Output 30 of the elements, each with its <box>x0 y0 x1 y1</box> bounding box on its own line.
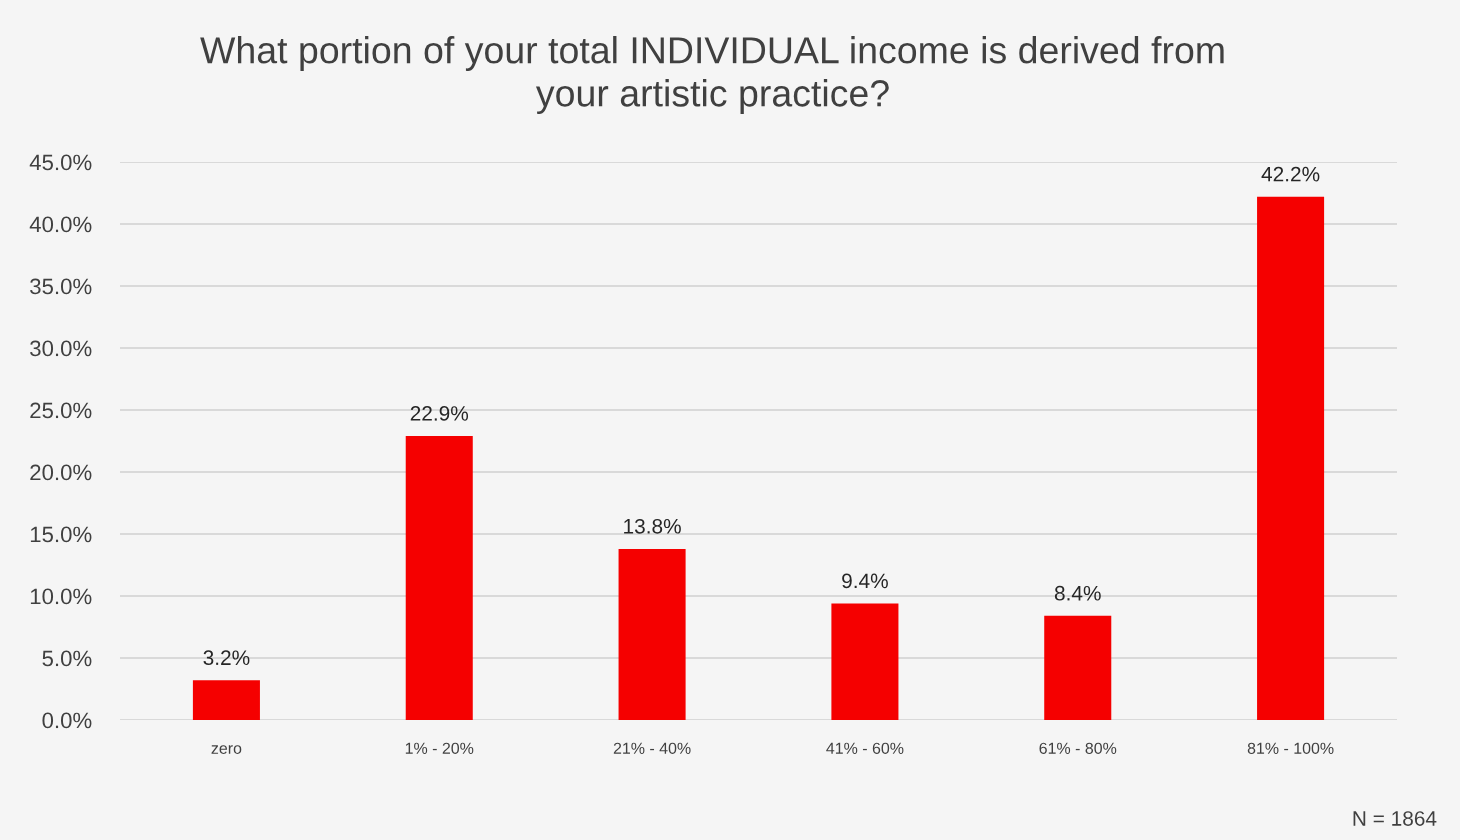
y-tick-label: 20.0% <box>30 464 92 481</box>
y-tick-label: 35.0% <box>30 278 92 295</box>
y-tick-label: 15.0% <box>30 526 92 543</box>
text: N = 1864 <box>1353 811 1437 826</box>
x-tick-label: 81% - 100% <box>1247 742 1334 754</box>
x-tick-label: 61% - 80% <box>1039 742 1117 754</box>
bar <box>831 603 899 720</box>
y-tick-label: 10.0% <box>30 588 92 605</box>
data-label: 9.4% <box>842 573 888 589</box>
chart-title: What portion of your total INDIVIDUAL income is derived from your artistic practice? <box>200 36 1224 115</box>
y-tick-label: 40.0% <box>29 216 92 233</box>
data-label: 13.8% <box>624 518 681 534</box>
y-tick-label: 25.0% <box>30 402 92 419</box>
x-tick-label: 41% - 60% <box>826 742 904 754</box>
y-tick-label: 45.0% <box>29 154 92 171</box>
bar <box>618 548 686 720</box>
y-tick-label: 5.0% <box>42 650 92 667</box>
data-label: 22.9% <box>410 406 469 421</box>
bar <box>405 436 473 720</box>
data-label: 42.2% <box>1261 166 1320 182</box>
bar <box>192 680 260 720</box>
x-tick-label: zero <box>211 745 242 754</box>
bar <box>1044 615 1112 720</box>
y-tick-label: 0.0% <box>42 712 92 729</box>
x-tick-label: 21% - 40% <box>613 742 691 754</box>
data-label: 3.2% <box>203 650 250 666</box>
data-label: 8.4% <box>1054 585 1101 601</box>
x-tick-label: 1% - 20% <box>405 742 474 754</box>
bar <box>1257 196 1325 720</box>
y-tick-label: 30.0% <box>30 340 92 357</box>
